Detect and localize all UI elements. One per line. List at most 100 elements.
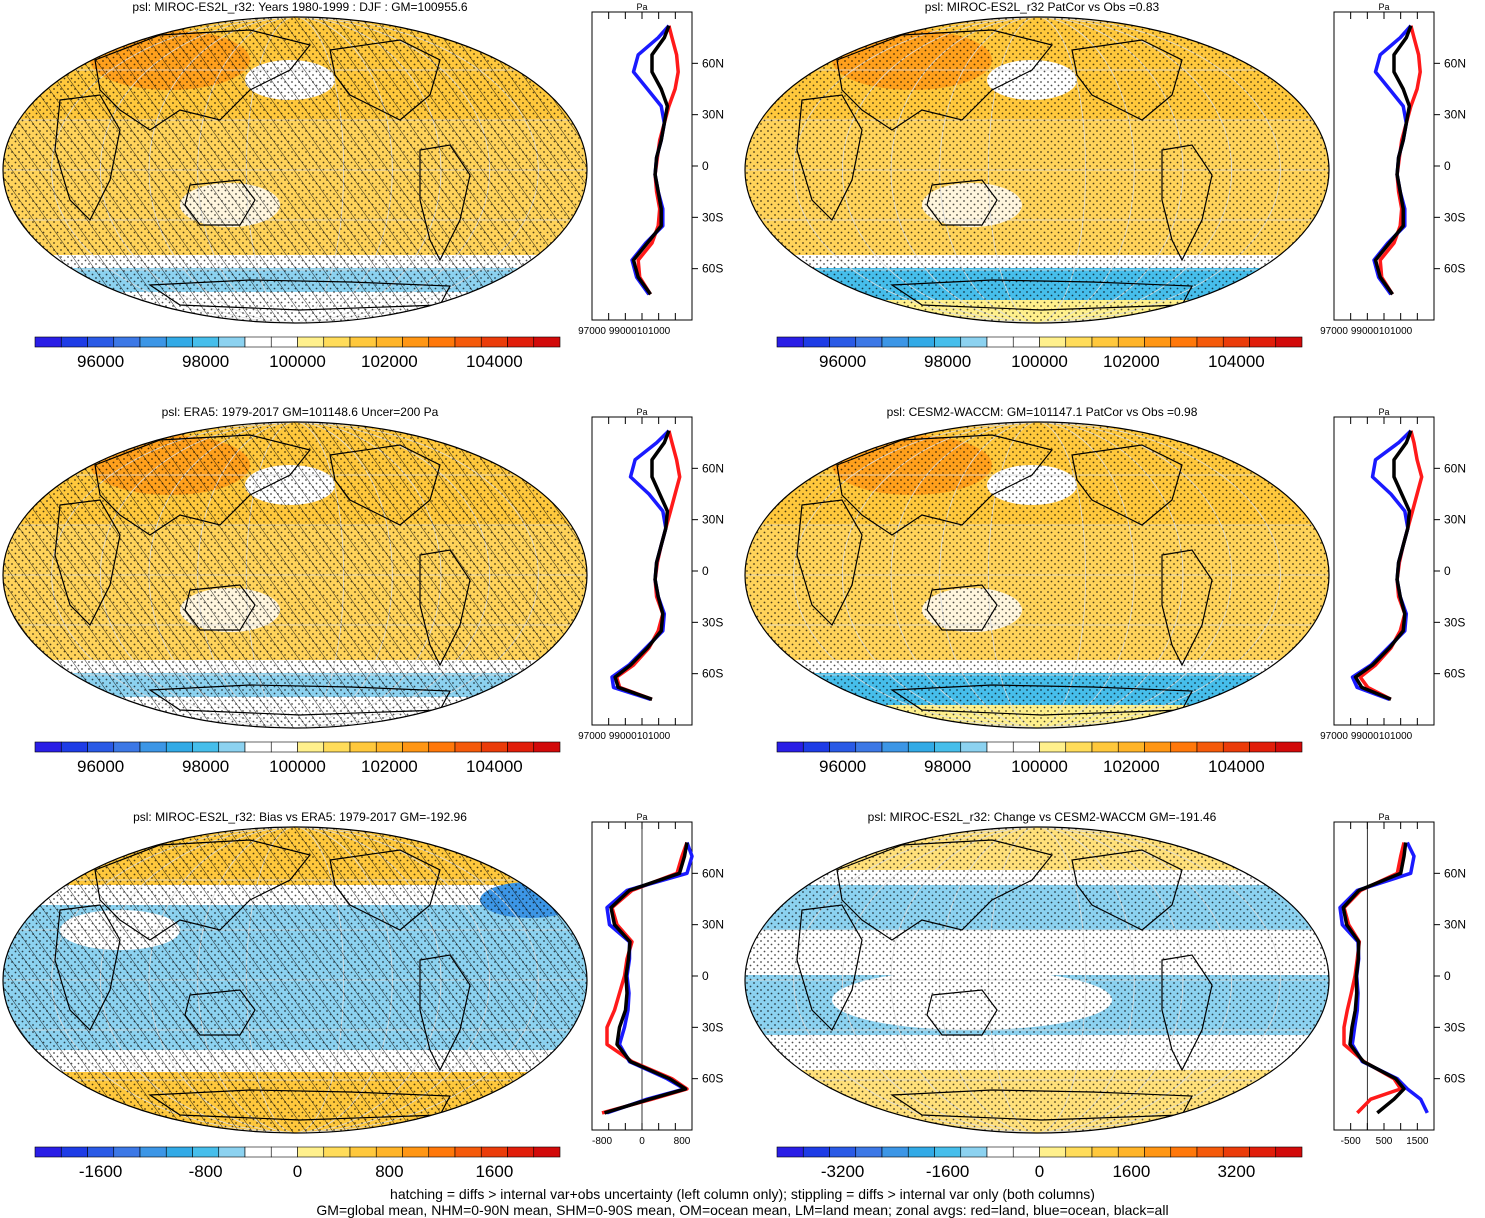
colorbar-tick-label: 96000 <box>819 757 866 776</box>
colorbar-swatch <box>934 741 962 753</box>
map-border <box>744 16 1330 324</box>
colorbar-swatch <box>349 741 377 753</box>
colorbar-swatch <box>218 336 246 348</box>
colorbar-swatch <box>776 1146 804 1158</box>
zonal-profile: Pa 60N 30N 0 30S 60S 97000 99000 101000 <box>1320 2 1466 337</box>
stippling <box>745 422 1329 728</box>
colorbar-swatch <box>270 336 298 348</box>
colorbar-swatch <box>375 741 403 753</box>
colorbar-swatch <box>829 1146 857 1158</box>
colorbar-swatch <box>402 336 430 348</box>
colorbar-swatch <box>454 336 482 348</box>
map-field <box>745 422 1329 728</box>
panel-2: psl: MIROC-ES2L_r32 PatCor vs Obs =0.83 … <box>742 0 1485 400</box>
colorbar: -1600 -800 0 800 1600 <box>34 1146 561 1181</box>
panel-3-graphics: 96000 98000 100000 102000 104000 Pa 60N 30N 0 30S… <box>2 407 724 776</box>
colorbar-swatch <box>1222 741 1250 753</box>
lat-tick-label: 30N <box>1444 918 1466 932</box>
colorbar-swatch <box>855 1146 883 1158</box>
lat-tick-label: 30S <box>702 1020 723 1034</box>
lat-tick-label: 30S <box>1444 615 1465 629</box>
colorbar-swatch <box>986 741 1014 753</box>
panel-title: psl: ERA5: 1979-2017 GM=101148.6 Uncer=2… <box>161 405 439 419</box>
colorbar-swatch <box>402 1146 430 1158</box>
lat-tick-label: 60S <box>702 262 723 276</box>
profile-unit-label: Pa <box>636 407 647 417</box>
colorbar-swatch <box>1039 741 1067 753</box>
stippling <box>745 17 1329 323</box>
colorbar-swatch <box>881 741 909 753</box>
colorbar-tick-label: 104000 <box>466 757 523 776</box>
colorbar-swatch <box>1222 1146 1250 1158</box>
lat-tick-label: 30S <box>702 615 723 629</box>
lat-tick-label: 0 <box>702 159 709 173</box>
colorbar-swatch <box>165 336 193 348</box>
footer-line-2: GM=global mean, NHM=0-90N mean, SHM=0-90… <box>316 1202 1169 1218</box>
colorbar-tick-label: 98000 <box>182 757 229 776</box>
series-line-all <box>1341 842 1408 1115</box>
colorbar-swatch <box>34 741 62 753</box>
map-border <box>2 421 588 729</box>
colorbar-swatch <box>454 741 482 753</box>
colorbar-swatch <box>34 336 62 348</box>
series-line-all <box>603 842 689 1115</box>
colorbar-swatch <box>960 336 988 348</box>
panel-6: psl: MIROC-ES2L_r32: Change vs CESM2-WAC… <box>742 810 1485 1185</box>
colorbar-swatch <box>428 336 456 348</box>
lat-tick-label: 30N <box>1444 108 1466 122</box>
colorbar-tick-label: 100000 <box>1011 352 1068 371</box>
colorbar-swatch <box>934 336 962 348</box>
lat-tick-label: 60S <box>1444 262 1465 276</box>
colorbar-swatch <box>1065 1146 1093 1158</box>
footer-line-1: hatching = diffs > internal var+obs unce… <box>390 1186 1095 1202</box>
colorbar: 96000 98000 100000 102000 104000 <box>776 336 1303 371</box>
lat-tick-label: 60N <box>1444 56 1466 70</box>
colorbar-swatch <box>297 741 325 753</box>
colorbar-swatch <box>480 336 508 348</box>
x-tick-label: 97000 <box>1320 326 1348 337</box>
colorbar-swatch <box>986 1146 1014 1158</box>
colorbar-swatch <box>1222 336 1250 348</box>
colorbar-swatch <box>1249 1146 1277 1158</box>
colorbar-swatch <box>428 1146 456 1158</box>
colorbar-swatch <box>1196 741 1224 753</box>
colorbar-swatch <box>533 741 561 753</box>
colorbar-swatch <box>60 336 88 348</box>
colorbar-swatch <box>829 336 857 348</box>
colorbar-tick-label: 102000 <box>1103 757 1160 776</box>
colorbar-tick-label: 96000 <box>77 757 124 776</box>
colorbar-tick-label: 1600 <box>1112 1162 1150 1181</box>
colorbar-swatch <box>244 336 272 348</box>
x-tick-label: 101000 <box>1379 731 1413 742</box>
colorbar-swatch <box>113 1146 141 1158</box>
colorbar-swatch <box>1249 336 1277 348</box>
colorbar-swatch <box>1117 336 1145 348</box>
lat-tick-label: 0 <box>1444 564 1451 578</box>
colorbar-tick-label: 0 <box>1035 1162 1044 1181</box>
x-tick-label: 101000 <box>637 731 671 742</box>
colorbar-swatch <box>829 741 857 753</box>
profile-unit-label: Pa <box>1378 812 1389 822</box>
colorbar-swatch <box>960 741 988 753</box>
colorbar-swatch <box>1196 336 1224 348</box>
colorbar-swatch <box>165 741 193 753</box>
colorbar-swatch <box>375 1146 403 1158</box>
colorbar-swatch <box>402 741 430 753</box>
lat-tick-label: 30S <box>702 210 723 224</box>
lat-tick-label: 30S <box>1444 1020 1465 1034</box>
zonal-profile: Pa 60N 30N 0 30S 60S -800 0 800 <box>591 812 724 1147</box>
colorbar-swatch <box>1091 336 1119 348</box>
lat-tick-label: 60N <box>702 461 724 475</box>
zonal-profile: Pa 60N 30N 0 30S 60S 97000 99000 101000 <box>578 2 724 337</box>
panel-6-graphics: -3200 -1600 0 1600 3200 Pa 60N 30N 0 30S 60S -500 50… <box>744 812 1466 1181</box>
colorbar-swatch <box>139 741 167 753</box>
x-tick-label: 97000 <box>1320 731 1348 742</box>
colorbar-tick-label: 104000 <box>1208 352 1265 371</box>
colorbar-swatch <box>1275 741 1303 753</box>
colorbar: 96000 98000 100000 102000 104000 <box>34 336 561 371</box>
x-tick-label: 97000 <box>578 731 606 742</box>
colorbar-swatch <box>349 1146 377 1158</box>
colorbar-swatch <box>1249 741 1277 753</box>
colorbar-swatch <box>139 336 167 348</box>
map-field <box>3 827 587 1133</box>
